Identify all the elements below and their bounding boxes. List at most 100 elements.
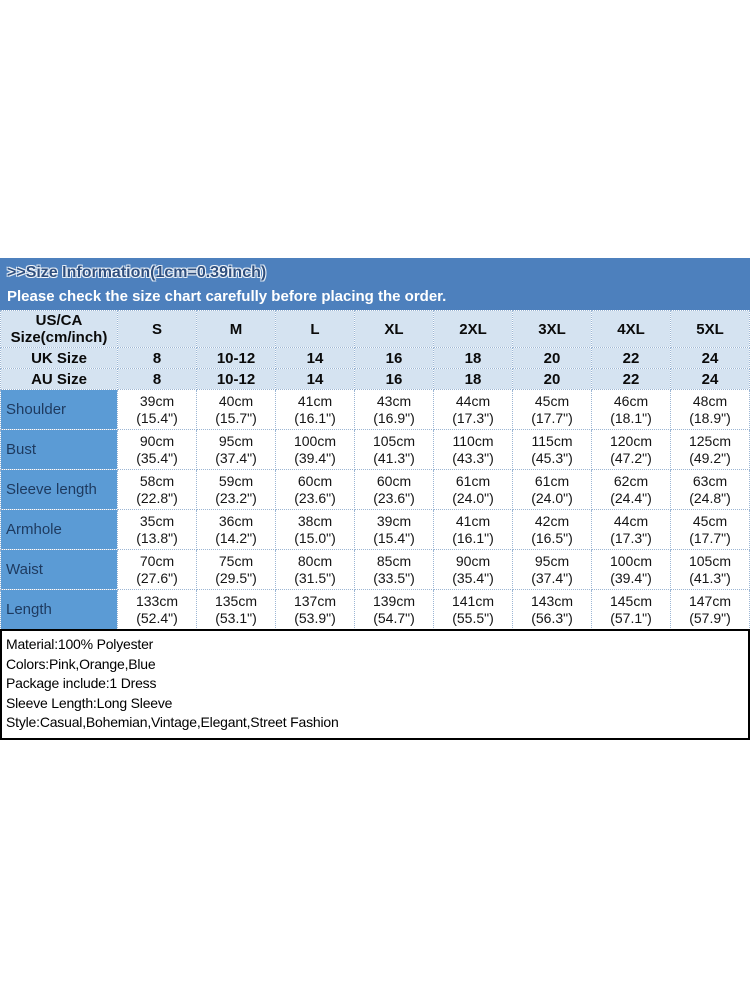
size-column-header-2xl: 2XL (433, 310, 513, 348)
measurement-cell: 100cm (39.4") (591, 549, 671, 590)
measurement-cm: 147cm (688, 592, 732, 609)
measurement-cm: 41cm (455, 512, 491, 529)
measurement-cm: 105cm (688, 552, 732, 569)
measurement-cm: 39cm (376, 512, 412, 529)
product-details-box: Material:100% Polyester Colors:Pink,Orang… (0, 629, 750, 740)
measurement-inch: (23.6") (294, 489, 336, 506)
measurement-inch: (45.3") (531, 449, 573, 466)
measurement-inch: (35.4") (452, 569, 494, 586)
measurement-label: Bust (0, 429, 118, 470)
measurement-cm: 36cm (218, 512, 254, 529)
banner-subtitle: Please check the size chart carefully be… (7, 288, 447, 305)
measurement-cm: 44cm (455, 392, 491, 409)
measurement-inch: (56.3") (531, 609, 573, 626)
measurement-inch: (18.9") (689, 409, 731, 426)
measurement-cm: 125cm (688, 432, 732, 449)
measurement-cm: 143cm (530, 592, 574, 609)
measurement-label: Shoulder (0, 389, 118, 430)
measurement-cm: 48cm (692, 392, 728, 409)
measurement-cm: 110cm (452, 432, 494, 449)
measurement-cell: 105cm (41.3") (354, 429, 434, 470)
measurement-cell: 110cm (43.3") (433, 429, 513, 470)
measurement-cell: 41cm (16.1") (433, 509, 513, 550)
measurement-cm: 61cm (534, 472, 570, 489)
region-size-cell: 18 (433, 368, 513, 390)
measurement-cell: 61cm (24.0") (433, 469, 513, 510)
region-size-cell: 14 (275, 347, 355, 369)
measurement-cm: 139cm (372, 592, 416, 609)
measurement-cm: 100cm (293, 432, 337, 449)
measurement-cm: 61cm (455, 472, 491, 489)
measurement-cell: 75cm (29.5") (196, 549, 276, 590)
measurement-row: Waist 70cm (27.6") 75cm (29.5") 80cm (31.5") 85… (0, 549, 750, 590)
region-row-label: UK Size (0, 347, 118, 369)
measurement-inch: (14.2") (215, 529, 257, 546)
banner-title: >>Size Information(1cm=0.39inch) (7, 264, 267, 281)
measurement-cell: 63cm (24.8") (670, 469, 750, 510)
size-column-header-l: L (275, 310, 355, 348)
measurement-inch: (57.9") (689, 609, 731, 626)
measurement-cell: 80cm (31.5") (275, 549, 355, 590)
region-size-cell: 18 (433, 347, 513, 369)
measurement-cm: 80cm (297, 552, 333, 569)
measurement-cm: 45cm (692, 512, 728, 529)
region-size-cell: 24 (670, 347, 750, 369)
measurement-cm: 90cm (455, 552, 491, 569)
measurement-cell: 45cm (17.7") (670, 509, 750, 550)
measurement-cm: 120cm (609, 432, 653, 449)
measurement-cell: 145cm (57.1") (591, 589, 671, 630)
measurement-inch: (41.3") (373, 449, 415, 466)
measurement-cell: 125cm (49.2") (670, 429, 750, 470)
measurement-cell: 141cm (55.5") (433, 589, 513, 630)
measurement-cell: 60cm (23.6") (354, 469, 434, 510)
measurement-cm: 60cm (376, 472, 412, 489)
size-column-header-m: M (196, 310, 276, 348)
measurement-inch: (43.3") (452, 449, 494, 466)
measurement-cell: 41cm (16.1") (275, 389, 355, 430)
measurement-cell: 135cm (53.1") (196, 589, 276, 630)
measurement-cm: 46cm (613, 392, 649, 409)
details-line: Style:Casual,Bohemian,Vintage,Elegant,St… (6, 714, 339, 730)
measurement-inch: (27.6") (136, 569, 178, 586)
measurement-label: Armhole (0, 509, 118, 550)
measurement-inch: (24.4") (610, 489, 652, 506)
measurement-inch: (23.2") (215, 489, 257, 506)
measurement-inch: (35.4") (136, 449, 178, 466)
region-row-label: AU Size (0, 368, 118, 390)
measurement-row: Armhole 35cm (13.8") 36cm (14.2") 38cm (15.0")… (0, 509, 750, 550)
region-size-cell: 22 (591, 347, 671, 369)
measurement-row: Length 133cm (52.4") 135cm (53.1") 137cm (53.9… (0, 589, 750, 630)
measurement-inch: (16.9") (373, 409, 415, 426)
measurement-cell: 90cm (35.4") (117, 429, 197, 470)
measurement-row: Shoulder 39cm (15.4") 40cm (15.7") 41cm (16.1"… (0, 389, 750, 430)
measurement-cell: 43cm (16.9") (354, 389, 434, 430)
measurement-inch: (18.1") (610, 409, 652, 426)
measurement-cell: 139cm (54.7") (354, 589, 434, 630)
measurement-cm: 133cm (135, 592, 179, 609)
measurement-inch: (31.5") (294, 569, 336, 586)
measurement-cell: 44cm (17.3") (433, 389, 513, 430)
measurement-cm: 41cm (297, 392, 333, 409)
corner-header-line: US/CA (35, 312, 83, 329)
measurement-cell: 42cm (16.5") (512, 509, 592, 550)
measurement-cm: 59cm (218, 472, 254, 489)
measurement-cell: 44cm (17.3") (591, 509, 671, 550)
measurement-cm: 70cm (139, 552, 175, 569)
measurement-inch: (39.4") (610, 569, 652, 586)
details-line: Material:100% Polyester (6, 636, 154, 652)
region-size-cell: 8 (117, 368, 197, 390)
measurement-cell: 147cm (57.9") (670, 589, 750, 630)
measurement-cm: 40cm (218, 392, 254, 409)
region-size-cell: 16 (354, 347, 434, 369)
measurement-inch: (49.2") (689, 449, 731, 466)
measurement-label: Waist (0, 549, 118, 590)
details-line: Sleeve Length:Long Sleeve (6, 694, 173, 711)
measurement-inch: (23.6") (373, 489, 415, 506)
measurement-cm: 90cm (139, 432, 175, 449)
measurement-cm: 105cm (372, 432, 416, 449)
table-header-row: US/CA Size(cm/inch) S M L XL 2XL 3XL 4XL 5XL (0, 310, 750, 348)
measurement-cell: 48cm (18.9") (670, 389, 750, 430)
measurement-cell: 95cm (37.4") (196, 429, 276, 470)
size-column-header-3xl: 3XL (512, 310, 592, 348)
region-size-row: AU Size 8 10-12 14 16 18 20 22 24 (0, 368, 750, 390)
